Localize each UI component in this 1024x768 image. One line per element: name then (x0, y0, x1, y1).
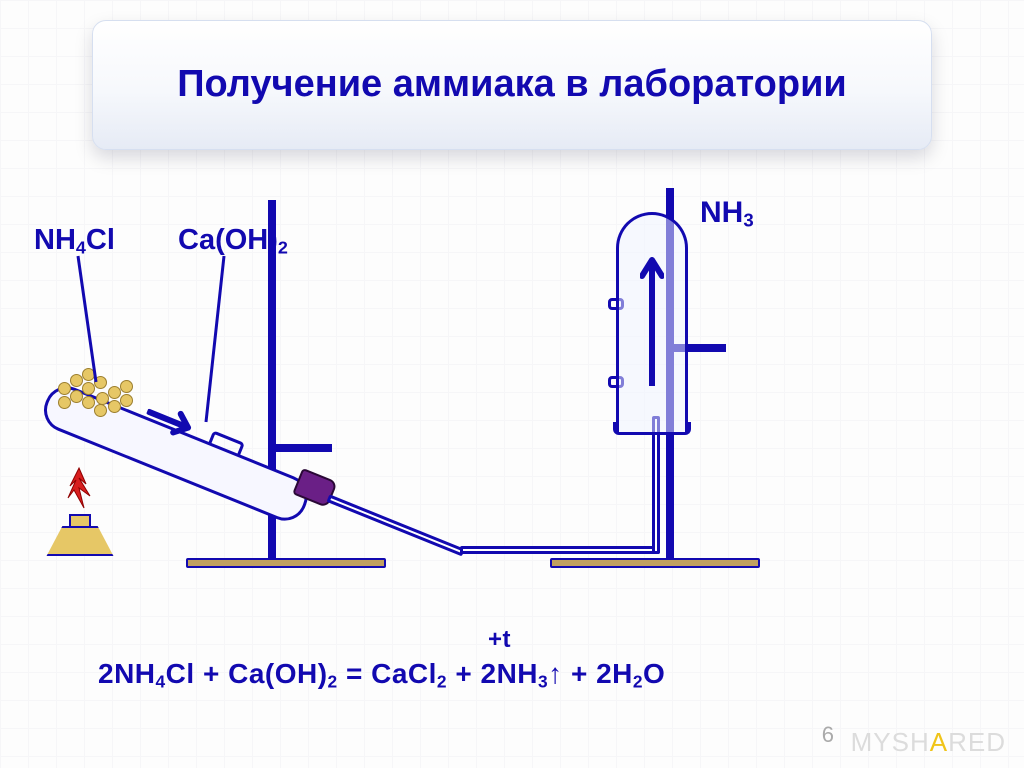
eq-lhs2: Ca(OH)2 (228, 658, 338, 689)
eq-rhs3: 2H2O (596, 658, 665, 689)
eq-plus1: + (195, 658, 228, 689)
eq-rhs2: 2NH3↑ (481, 658, 563, 689)
page-title: Получение аммиака в лаборатории (177, 63, 847, 107)
delivery-tube-seg1 (327, 494, 465, 556)
nh4cl-label: NH4Cl (34, 224, 115, 258)
eq-plus3: + (563, 658, 596, 689)
flame-icon (64, 466, 94, 510)
eq-plus2: + (447, 658, 480, 689)
pointer-lines (0, 160, 500, 460)
page-number: 6 (822, 722, 834, 748)
eq-eq: = (338, 658, 371, 689)
burner (36, 508, 124, 556)
eq-lhs1: 2NH4Cl (98, 658, 195, 689)
delivery-tube-seg2 (460, 546, 660, 554)
chemical-equation: 2NH4Cl + Ca(OH)2 = CaCl2 + 2NH3↑ + 2H2O (98, 658, 665, 692)
nh3-label: NH3 (700, 196, 754, 232)
left-stand-base (186, 558, 386, 568)
watermark: MYSHARED (851, 727, 1006, 758)
right-stand-base (550, 558, 760, 568)
delivery-tube-seg3 (652, 416, 660, 554)
title-panel: Получение аммиака в лаборатории (92, 20, 932, 150)
caoh2-label: Ca(OH)2 (178, 224, 288, 258)
reaction-condition: +t (488, 626, 511, 654)
ammonia-up-arrow-icon (640, 246, 664, 386)
eq-rhs1: CaCl2 (371, 658, 447, 689)
